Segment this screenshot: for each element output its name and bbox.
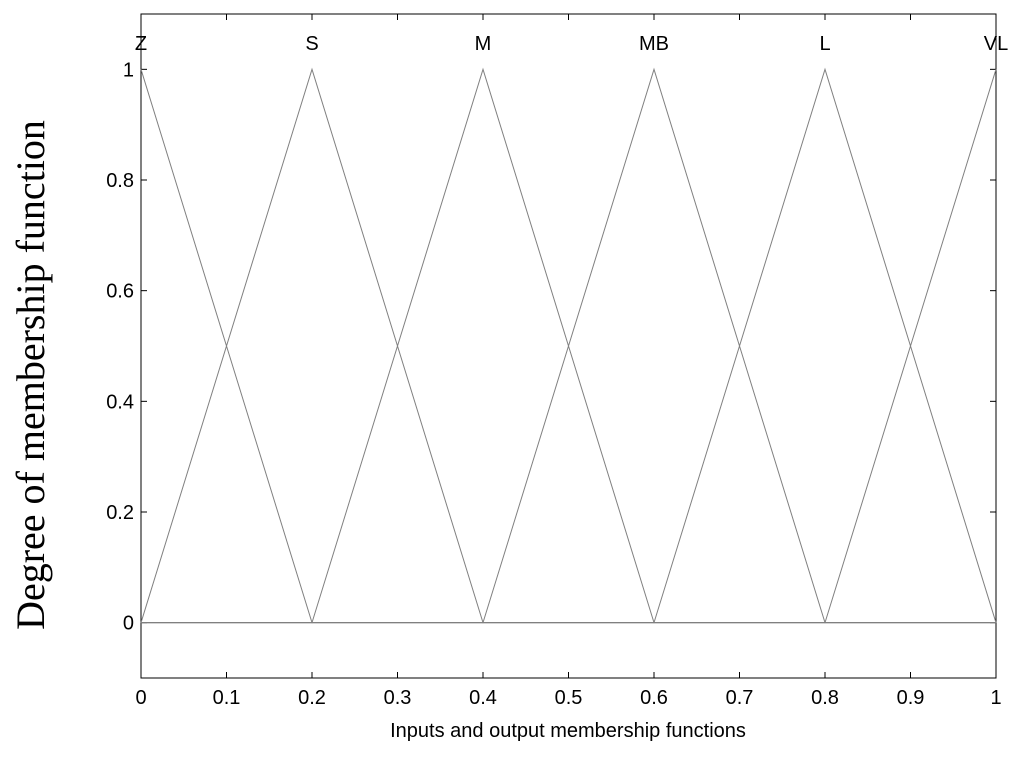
series-label: M bbox=[475, 33, 492, 55]
x-tick-label: 0.1 bbox=[213, 687, 241, 709]
y-tick-label: 0.8 bbox=[106, 170, 134, 192]
y-tick-label: 0.6 bbox=[106, 281, 134, 303]
x-axis-label: Inputs and output membership functions bbox=[390, 720, 746, 742]
x-tick-label: 0.4 bbox=[469, 687, 497, 709]
x-tick-label: 0.6 bbox=[640, 687, 668, 709]
x-tick-label: 0.2 bbox=[298, 687, 326, 709]
x-tick-label: 0.7 bbox=[726, 687, 754, 709]
y-tick-label: 0.2 bbox=[106, 502, 134, 524]
x-tick-label: 0 bbox=[135, 687, 146, 709]
series-label: Z bbox=[135, 33, 147, 55]
membership-line bbox=[141, 67, 996, 624]
series-label: MB bbox=[639, 33, 669, 55]
x-tick-label: 0.3 bbox=[384, 687, 412, 709]
x-tick-label: 0.5 bbox=[555, 687, 583, 709]
series-label: L bbox=[819, 33, 830, 55]
y-axis-label: Degree of membership function bbox=[8, 120, 53, 630]
y-tick-label: 0 bbox=[123, 613, 134, 635]
x-tick-label: 0.9 bbox=[897, 687, 925, 709]
y-tick-label: 0.4 bbox=[106, 391, 134, 413]
x-tick-label: 1 bbox=[990, 687, 1001, 709]
series-label: VL bbox=[984, 33, 1008, 55]
series-label: S bbox=[305, 33, 318, 55]
y-tick-label: 1 bbox=[123, 59, 134, 81]
membership-line bbox=[141, 69, 997, 624]
x-tick-label: 0.8 bbox=[811, 687, 839, 709]
